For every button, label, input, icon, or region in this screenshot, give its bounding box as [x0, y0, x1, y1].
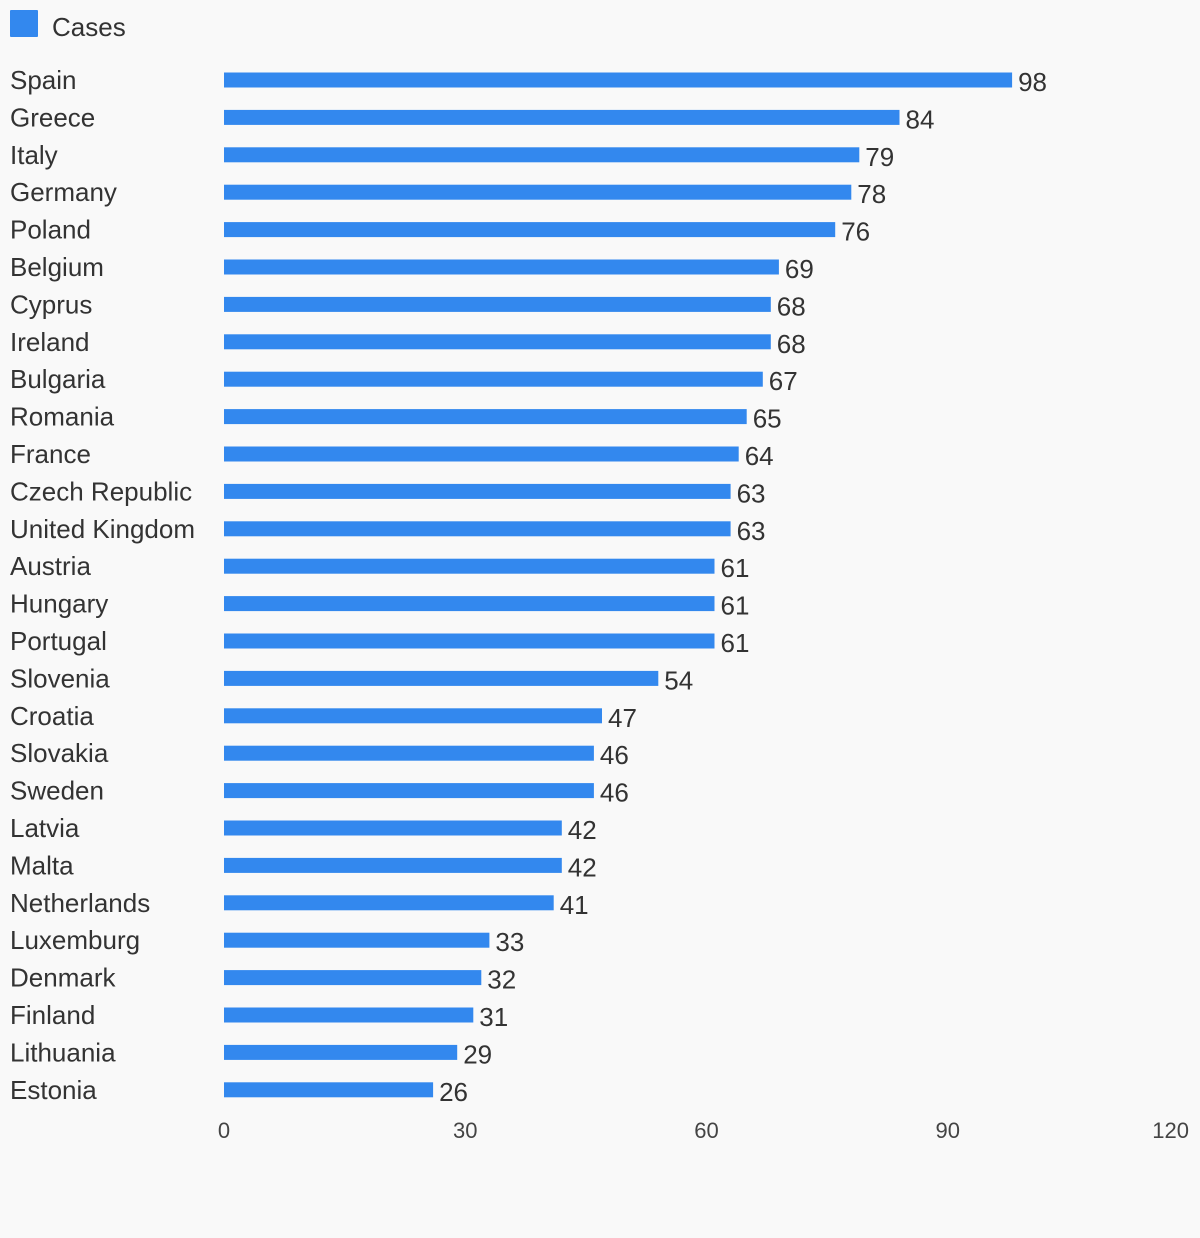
bar-romania: [224, 409, 747, 425]
bar-denmark: [224, 970, 482, 986]
value-labels: 98 84 79 78 76 69 68 68 67 65 64 63 63 61 61 61 54 47 46 46…: [439, 67, 1047, 1107]
value-label-germany: 78: [857, 179, 886, 209]
category-label-poland: Poland: [10, 215, 91, 245]
bar-estonia: [224, 1082, 434, 1098]
bar-ireland: [224, 334, 771, 350]
value-label-portugal: 61: [721, 628, 750, 658]
legend-swatch-cases: [10, 10, 38, 37]
value-label-luxemburg: 33: [495, 927, 524, 957]
x-tick-0: 0: [218, 1118, 230, 1143]
bar-france: [224, 446, 739, 462]
bar-slovenia: [224, 670, 659, 686]
bar-lithuania: [224, 1044, 458, 1060]
category-label-finland: Finland: [10, 1000, 95, 1030]
value-label-italy: 79: [865, 142, 894, 172]
value-label-croatia: 47: [608, 703, 637, 733]
value-label-united-kingdom: 63: [737, 516, 766, 546]
x-tick-60: 60: [694, 1118, 718, 1143]
value-label-netherlands: 41: [560, 890, 589, 920]
value-label-bulgaria: 67: [769, 366, 798, 396]
bars-group: [224, 72, 1013, 1098]
value-label-greece: 84: [906, 104, 935, 134]
category-label-belgium: Belgium: [10, 252, 104, 282]
bar-spain: [224, 72, 1013, 88]
category-label-germany: Germany: [10, 177, 117, 207]
bar-austria: [224, 558, 715, 574]
bar-greece: [224, 109, 900, 125]
category-label-ireland: Ireland: [10, 327, 90, 357]
bar-hungary: [224, 596, 715, 612]
category-label-bulgaria: Bulgaria: [10, 364, 106, 394]
legend-label-cases: Cases: [52, 12, 126, 42]
bar-sweden: [224, 783, 594, 799]
category-label-cyprus: Cyprus: [10, 289, 92, 319]
bar-luxemburg: [224, 932, 490, 948]
category-labels: Spain Greece Italy Germany Poland Belgium Cypr…: [10, 65, 195, 1105]
x-tick-30: 30: [453, 1118, 477, 1143]
category-label-hungary: Hungary: [10, 589, 108, 619]
value-label-romania: 65: [753, 404, 782, 434]
bar-poland: [224, 222, 836, 238]
value-label-cyprus: 68: [777, 291, 806, 321]
bar-united-kingdom: [224, 521, 731, 537]
value-label-denmark: 32: [487, 965, 516, 995]
x-tick-90: 90: [936, 1118, 960, 1143]
value-label-estonia: 26: [439, 1077, 468, 1107]
bar-latvia: [224, 820, 562, 836]
x-tick-120: 120: [1152, 1118, 1189, 1143]
bar-germany: [224, 184, 852, 200]
value-label-finland: 31: [479, 1002, 508, 1032]
x-axis-ticks: 0 30 60 90 120: [218, 1118, 1189, 1143]
bar-malta: [224, 857, 562, 873]
bar-croatia: [224, 708, 602, 724]
category-label-sweden: Sweden: [10, 776, 104, 806]
category-label-luxemburg: Luxemburg: [10, 925, 140, 955]
bar-bulgaria: [224, 371, 763, 387]
value-label-sweden: 46: [600, 778, 629, 808]
category-label-malta: Malta: [10, 850, 74, 880]
bar-belgium: [224, 259, 779, 275]
category-label-portugal: Portugal: [10, 626, 107, 656]
category-label-romania: Romania: [10, 402, 115, 432]
category-label-netherlands: Netherlands: [10, 888, 150, 918]
category-label-united-kingdom: United Kingdom: [10, 514, 195, 544]
value-label-france: 64: [745, 441, 774, 471]
bar-slovakia: [224, 745, 594, 761]
value-label-poland: 76: [841, 217, 870, 247]
value-label-austria: 61: [721, 553, 750, 583]
bar-cyprus: [224, 296, 771, 312]
value-label-hungary: 61: [721, 591, 750, 621]
value-label-slovakia: 46: [600, 740, 629, 770]
category-label-croatia: Croatia: [10, 701, 94, 731]
category-label-latvia: Latvia: [10, 813, 80, 843]
value-label-ireland: 68: [777, 329, 806, 359]
value-label-slovenia: 54: [664, 665, 693, 695]
category-label-denmark: Denmark: [10, 963, 116, 993]
category-label-italy: Italy: [10, 140, 58, 170]
category-label-spain: Spain: [10, 65, 77, 95]
bar-czech-republic: [224, 483, 731, 499]
value-label-czech-republic: 63: [737, 478, 766, 508]
value-label-lithuania: 29: [463, 1039, 492, 1069]
value-label-spain: 98: [1018, 67, 1047, 97]
category-label-slovenia: Slovenia: [10, 663, 110, 693]
category-label-austria: Austria: [10, 551, 91, 581]
category-label-slovakia: Slovakia: [10, 738, 109, 768]
category-label-lithuania: Lithuania: [10, 1037, 116, 1067]
category-label-france: France: [10, 439, 91, 469]
bar-netherlands: [224, 895, 554, 911]
category-label-czech-republic: Czech Republic: [10, 476, 192, 506]
value-label-malta: 42: [568, 852, 597, 882]
legend: Cases: [10, 10, 126, 42]
bar-portugal: [224, 633, 715, 649]
category-label-estonia: Estonia: [10, 1075, 97, 1105]
bar-italy: [224, 147, 860, 163]
category-label-greece: Greece: [10, 102, 95, 132]
bar-finland: [224, 1007, 474, 1023]
value-label-belgium: 69: [785, 254, 814, 284]
value-label-latvia: 42: [568, 815, 597, 845]
